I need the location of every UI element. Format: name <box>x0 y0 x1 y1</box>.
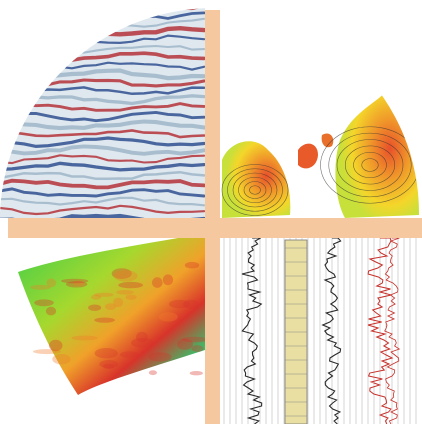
heatmap-icon <box>18 238 205 395</box>
well-log-icon <box>220 238 419 424</box>
cross-divider <box>8 10 422 424</box>
seismic-section-icon <box>0 7 205 218</box>
contour-map-icon <box>221 92 419 218</box>
